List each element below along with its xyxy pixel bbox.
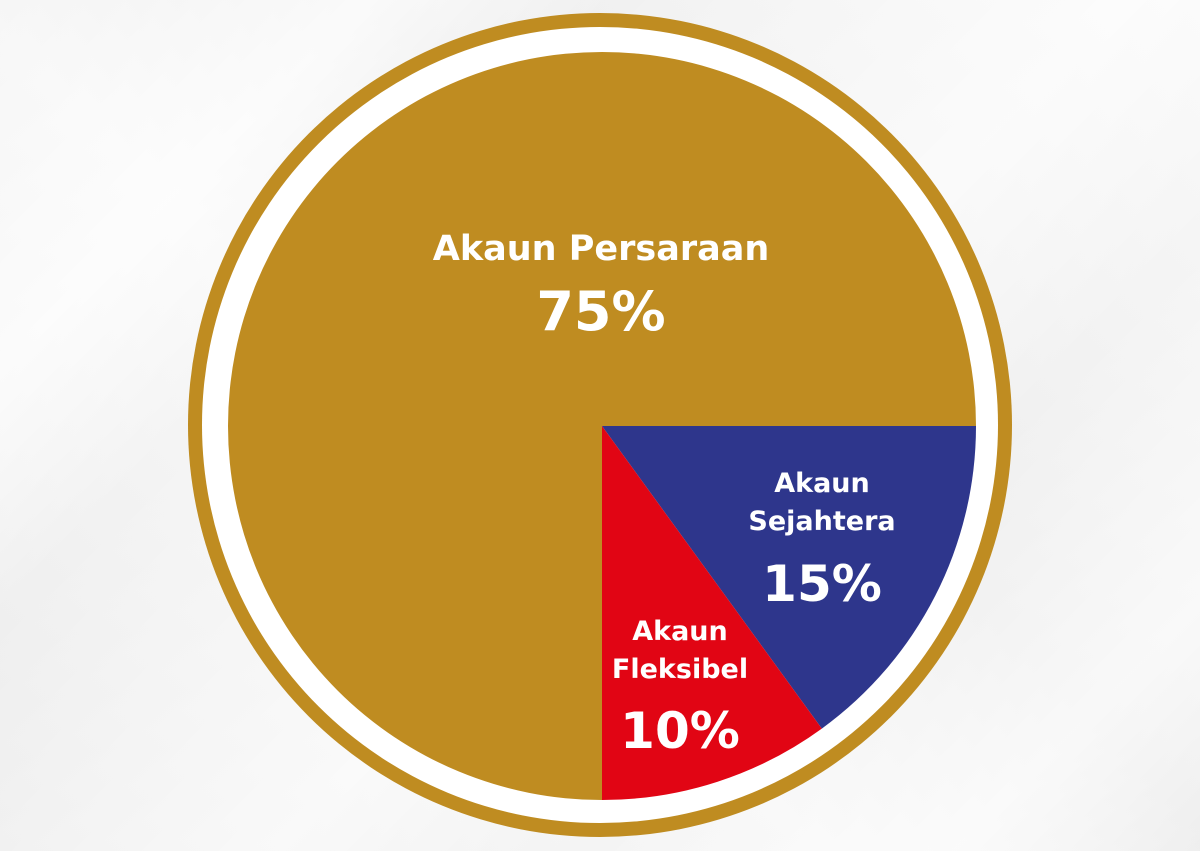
- slice-label-sejahtera-line1: Akaun: [774, 468, 870, 499]
- pie-slice-akaun-persaraan: [228, 52, 976, 800]
- slice-value-persaraan: 75%: [536, 280, 665, 343]
- slice-label-sejahtera-line2: Sejahtera: [748, 506, 895, 537]
- pie-slice-akaun-fleksibel: [602, 426, 822, 800]
- slice-label-persaraan: Akaun Persaraan: [433, 229, 770, 269]
- pie-slice-akaun-sejahtera: [602, 426, 976, 729]
- slice-label-fleksibel-line1: Akaun: [632, 616, 728, 647]
- slice-label-fleksibel-line2: Fleksibel: [612, 654, 748, 685]
- slice-value-fleksibel: 10%: [620, 702, 740, 760]
- slice-value-sejahtera: 15%: [762, 555, 882, 613]
